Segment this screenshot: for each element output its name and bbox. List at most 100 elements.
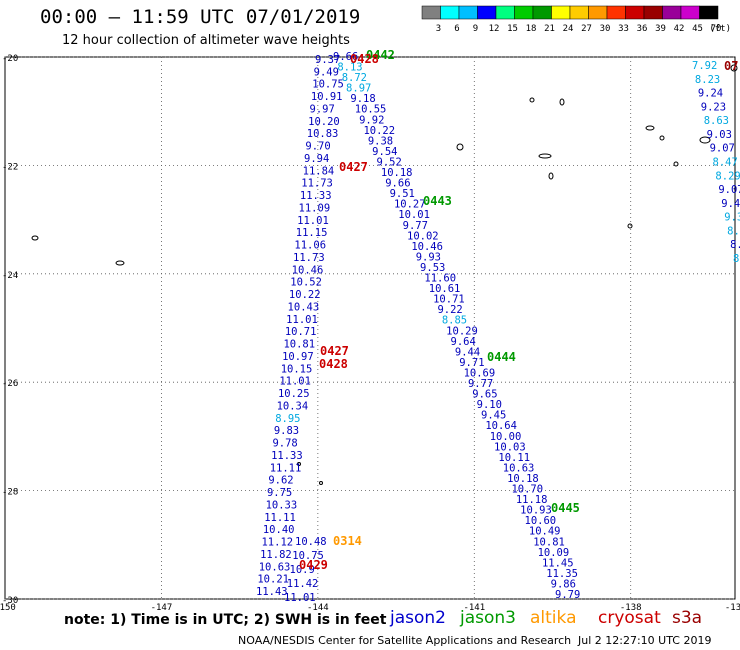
island-outline [31, 235, 39, 241]
track1-swh-value: 11.11 [264, 512, 296, 524]
track2-swh-value: 8.85 [442, 315, 467, 327]
island-outline [730, 64, 738, 72]
pass-time-label: 0429 [299, 558, 328, 572]
pass-time-label: 0427 [320, 344, 349, 358]
track2-swh-value: 9.79 [555, 589, 580, 601]
scale-label: 18 [526, 24, 537, 34]
track2-swh-value: 10.22 [363, 125, 395, 137]
track2-swh-value: 9.44 [455, 346, 480, 358]
scale-unit: (ft) [709, 24, 731, 34]
track4-swh-value: 9.46 [721, 198, 740, 210]
track2-swh-value: 9.77 [468, 378, 493, 390]
track1-swh-value: 10.34 [277, 400, 309, 412]
track1-swh-value: 10.52 [290, 277, 322, 289]
lon-tick-label: -147 [151, 603, 173, 613]
track1-swh-value: 11.33 [300, 190, 332, 202]
track1-swh-value: 11.73 [301, 178, 333, 190]
track1-swh-value: 11.01 [286, 314, 318, 326]
lon-tick-label: -144 [307, 603, 329, 613]
pass-time-label: 0427 [339, 160, 368, 174]
track2-swh-value: 10.00 [490, 431, 522, 443]
track1-swh-value: 9.78 [272, 438, 297, 450]
track2-swh-value: 9.92 [359, 114, 384, 126]
scale-label: 42 [674, 24, 685, 34]
legend-cryosat: cryosat [598, 608, 661, 628]
track1-swh-value: 11.84 [303, 165, 335, 177]
track2-swh-value: 9.64 [451, 336, 476, 348]
legend-altika: altika [530, 608, 577, 628]
pass-time-label: 07 [724, 59, 738, 73]
track1-swh-value: 11.82 [260, 549, 292, 561]
lat-tick-label: -24 [2, 271, 18, 281]
track2-swh-value: 10.27 [394, 199, 426, 211]
footer-note: note: 1) Time is in UTC; 2) SWH is in fe… [64, 612, 387, 628]
track4-swh-value: 8.23 [695, 74, 720, 86]
pass-time-label: 0444 [487, 350, 516, 364]
track4-swh-value: 8.29 [715, 170, 740, 182]
track1-swh-value: 10.91 [311, 91, 343, 103]
track1-swh-value: 10.83 [307, 128, 339, 140]
track3-swh-value: 11.01 [284, 592, 316, 604]
track1-swh-value: 10.71 [285, 326, 317, 338]
track2-swh-value: 10.09 [538, 547, 570, 559]
track1-swh-value: 10.75 [312, 79, 344, 91]
island-outline [559, 98, 565, 106]
track4-swh-value: 9.07 [718, 184, 740, 196]
track4-swh-value: 8.4 [730, 239, 740, 251]
track1-swh-value: 10.21 [257, 574, 289, 586]
track1-swh-value: 10.97 [282, 351, 314, 363]
scale-label: 70 [711, 24, 722, 34]
island-outline [548, 172, 554, 180]
scale-label: 45 [692, 24, 703, 34]
track1-swh-value: 11.01 [279, 376, 311, 388]
track1-swh-value: 11.33 [271, 450, 303, 462]
track2-swh-value: 8.13 [337, 62, 362, 74]
island-outline [529, 97, 535, 103]
track2-swh-value: 9.66 [333, 51, 358, 63]
track2-swh-value: 9.54 [372, 146, 397, 158]
track2-swh-value: 10.93 [520, 505, 552, 517]
scale-swatch [699, 5, 719, 20]
track1-swh-value: 10.33 [266, 499, 298, 511]
track4-swh-value: 9.24 [698, 88, 723, 100]
pass-time-label: 0442 [366, 48, 395, 62]
island-outline [627, 223, 633, 229]
track2-swh-value: 9.86 [551, 578, 576, 590]
track2-swh-value: 9.71 [459, 357, 484, 369]
track2-swh-value: 10.01 [398, 209, 430, 221]
lat-tick-label: -20 [2, 54, 18, 64]
track2-swh-value: 9.65 [472, 389, 497, 401]
track1-swh-value: 10.43 [288, 301, 320, 313]
island-outline [645, 125, 655, 131]
track2-swh-value: 10.49 [529, 526, 561, 538]
track1-swh-value: 10.25 [278, 388, 310, 400]
island-outline [673, 161, 679, 167]
track2-swh-value: 10.11 [498, 452, 530, 464]
track1-swh-value: 11.01 [297, 215, 329, 227]
track1-swh-value: 11.43 [256, 586, 288, 598]
track2-swh-value: 10.61 [429, 283, 461, 295]
track1-swh-value: 10.22 [289, 289, 321, 301]
island-outline [699, 136, 711, 144]
track2-swh-value: 11.18 [516, 494, 548, 506]
track4-swh-value: 8.4 [727, 225, 740, 237]
scale-label: 3 [436, 24, 441, 34]
track2-swh-value: 10.64 [485, 420, 517, 432]
track3-swh-value: 10.9 [290, 564, 315, 576]
page-title: 00:00 – 11:59 UTC 07/01/2019 [40, 6, 361, 28]
track2-swh-value: 8.97 [346, 83, 371, 95]
track1-swh-value: 10.40 [263, 524, 295, 536]
track1-swh-value: 9.49 [314, 66, 339, 78]
scale-label: 24 [563, 24, 574, 34]
lat-tick-label: -22 [2, 162, 18, 172]
lat-tick-label: -26 [2, 379, 18, 389]
scale-label: 21 [544, 24, 555, 34]
track1-swh-value: 10.63 [259, 561, 291, 573]
track2-swh-value: 10.46 [411, 241, 443, 253]
track2-swh-value: 9.38 [368, 135, 393, 147]
track2-swh-value: 9.66 [385, 178, 410, 190]
lon-tick-label: -13 [725, 603, 740, 613]
track1-swh-value: 11.11 [270, 462, 302, 474]
color-scale-legend: 3 6 9 12 15 18 21 24 27 30 33 36 39 42 45 70(ft) [421, 5, 731, 34]
